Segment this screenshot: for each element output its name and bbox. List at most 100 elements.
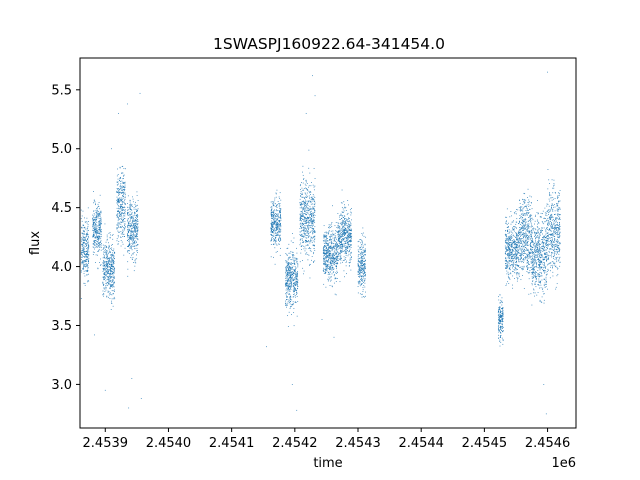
data-point bbox=[117, 204, 119, 206]
data-point bbox=[120, 204, 122, 206]
data-point bbox=[285, 302, 287, 304]
data-point bbox=[306, 221, 308, 223]
data-point bbox=[93, 223, 95, 224]
data-point bbox=[279, 212, 281, 214]
data-point bbox=[518, 274, 520, 276]
data-point bbox=[287, 326, 289, 327]
data-point bbox=[335, 252, 337, 254]
data-point bbox=[507, 229, 508, 231]
data-point bbox=[348, 253, 350, 255]
data-point bbox=[120, 214, 121, 216]
data-point bbox=[322, 270, 324, 272]
data-point bbox=[331, 268, 333, 270]
data-point bbox=[105, 287, 107, 289]
data-point bbox=[511, 248, 513, 250]
data-point bbox=[310, 197, 312, 198]
data-point bbox=[309, 222, 311, 224]
data-point bbox=[324, 254, 326, 256]
data-point bbox=[81, 250, 83, 251]
data-point bbox=[501, 314, 503, 316]
data-point bbox=[92, 224, 94, 226]
data-point bbox=[304, 222, 306, 224]
data-point bbox=[360, 266, 362, 268]
data-point bbox=[108, 277, 110, 279]
data-point bbox=[287, 285, 289, 286]
data-point bbox=[333, 247, 335, 249]
data-point bbox=[500, 329, 501, 330]
data-point bbox=[96, 240, 98, 242]
data-point bbox=[349, 237, 351, 239]
data-point bbox=[348, 218, 350, 219]
data-point bbox=[501, 318, 503, 320]
data-point bbox=[509, 266, 511, 268]
data-point bbox=[327, 243, 328, 245]
data-point bbox=[289, 283, 291, 284]
data-point bbox=[527, 223, 529, 225]
data-point bbox=[95, 242, 96, 244]
data-point bbox=[135, 231, 137, 233]
data-point bbox=[505, 266, 507, 268]
data-point bbox=[324, 262, 326, 264]
data-point bbox=[116, 228, 118, 230]
data-point bbox=[287, 284, 289, 285]
data-point bbox=[327, 255, 328, 257]
data-point bbox=[105, 264, 107, 265]
data-point bbox=[508, 259, 510, 261]
data-point bbox=[365, 295, 366, 297]
data-point bbox=[93, 232, 94, 234]
data-point bbox=[513, 239, 515, 240]
data-point bbox=[280, 215, 282, 217]
data-point bbox=[342, 261, 343, 263]
data-point bbox=[307, 211, 309, 213]
data-point bbox=[344, 233, 345, 235]
data-point bbox=[103, 293, 105, 295]
data-point bbox=[278, 196, 280, 198]
data-point bbox=[271, 218, 272, 219]
data-point bbox=[136, 214, 138, 216]
data-point bbox=[277, 234, 279, 236]
data-point bbox=[122, 220, 124, 222]
data-point bbox=[95, 209, 97, 211]
data-point bbox=[517, 265, 518, 266]
data-point bbox=[498, 320, 500, 322]
data-point bbox=[97, 230, 99, 232]
data-point bbox=[337, 254, 339, 255]
data-point bbox=[501, 326, 503, 328]
data-point bbox=[285, 285, 286, 287]
data-point bbox=[304, 228, 306, 230]
data-point bbox=[95, 232, 97, 234]
data-point bbox=[515, 221, 517, 223]
data-point bbox=[296, 282, 298, 284]
data-point bbox=[305, 184, 307, 186]
data-point bbox=[137, 200, 139, 201]
data-point bbox=[94, 226, 96, 228]
data-point bbox=[120, 236, 122, 238]
data-point bbox=[312, 215, 314, 217]
data-point bbox=[334, 262, 335, 264]
data-point bbox=[120, 213, 122, 215]
data-point bbox=[332, 258, 334, 260]
data-point bbox=[307, 213, 309, 215]
data-point bbox=[505, 239, 507, 241]
data-point bbox=[276, 222, 277, 224]
data-point bbox=[85, 234, 87, 236]
data-point bbox=[279, 217, 281, 219]
data-point bbox=[303, 179, 304, 181]
data-point bbox=[295, 270, 296, 272]
data-point bbox=[498, 337, 500, 339]
data-point bbox=[357, 286, 359, 287]
data-point bbox=[303, 242, 304, 243]
data-point bbox=[99, 246, 101, 248]
data-point bbox=[135, 228, 136, 230]
data-point bbox=[289, 290, 291, 292]
data-point bbox=[124, 203, 126, 204]
data-point bbox=[345, 253, 347, 255]
data-point bbox=[97, 212, 99, 214]
data-point bbox=[301, 204, 303, 206]
data-point bbox=[303, 202, 305, 204]
data-point bbox=[336, 260, 338, 261]
data-point bbox=[285, 278, 287, 279]
data-point bbox=[122, 191, 124, 193]
data-point bbox=[95, 224, 97, 226]
data-point bbox=[127, 229, 128, 231]
